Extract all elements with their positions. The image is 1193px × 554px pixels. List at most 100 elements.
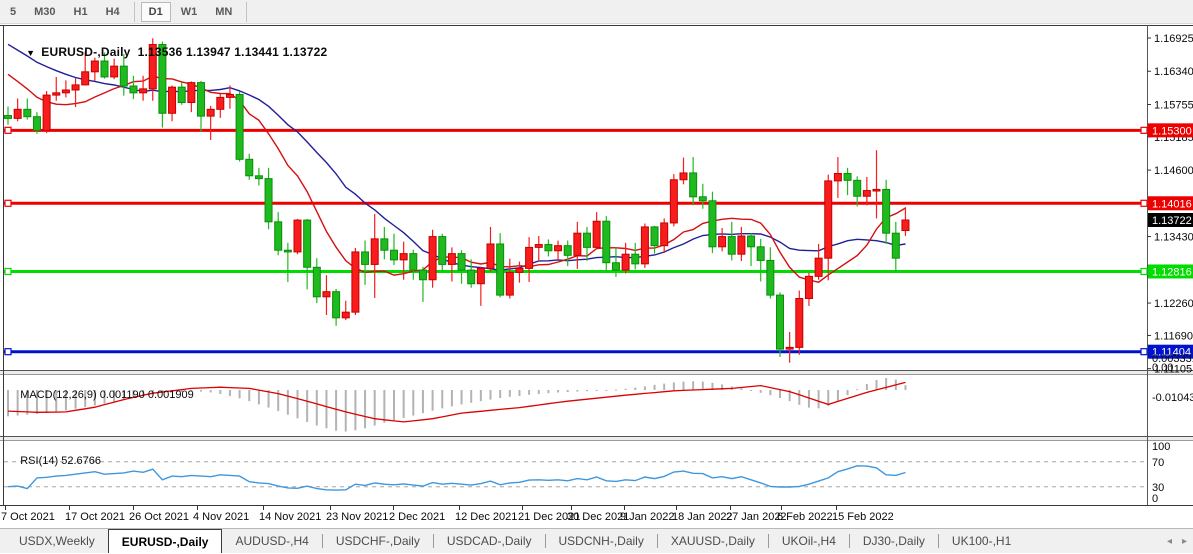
timeframe-toolbar: 5 M30 H1 H4 D1 W1 MN — [0, 0, 1193, 24]
chart-tab-dj30-daily[interactable]: DJ30-,Daily — [862, 534, 925, 548]
tab-scroll-right-icon[interactable]: ▸ — [1181, 536, 1187, 547]
chart-tab-ukoil-h4[interactable]: UKOil-,H4 — [781, 534, 836, 548]
chart-tab-xauusd-daily[interactable]: XAUUSD-,Daily — [670, 534, 755, 548]
macd-main-value: 0.001190 — [99, 389, 145, 401]
timeframe-button-D1[interactable]: D1 — [140, 1, 171, 22]
timeframe-button-5[interactable]: 5 — [10, 5, 17, 18]
svg-text:1.13722: 1.13722 — [1152, 215, 1192, 227]
hline-1.14016[interactable] — [4, 199, 1148, 207]
hline-handle[interactable] — [4, 348, 12, 356]
timeframe-button-H4[interactable]: H4 — [105, 5, 120, 18]
date-axis-label: 23 Nov 2021 — [326, 511, 388, 523]
ma-slow-line — [7, 43, 906, 271]
toolbar-separator — [246, 1, 248, 22]
tab-scroll-left-icon[interactable]: ◂ — [1166, 536, 1172, 547]
tab-separator — [937, 534, 939, 548]
ma-fast-line — [7, 73, 906, 283]
macd-pane-label: MACD(12,26,9) 0.001190 0.001909 — [8, 377, 194, 413]
rsi-line — [7, 465, 906, 491]
price-axis-label: 1.16340 — [1154, 66, 1193, 78]
tab-separator — [544, 534, 546, 548]
candles-group — [4, 38, 910, 363]
rsi-axis-label: 100 — [1152, 441, 1170, 453]
hline-handle[interactable] — [1140, 267, 1148, 276]
price-flag-1.14016: 1.14016 — [1148, 196, 1193, 211]
chart-tab-audusd-h4[interactable]: AUDUSD-,H4 — [235, 534, 309, 548]
hline-handle[interactable] — [4, 126, 12, 134]
macd-axis-label: -0.010439 — [1152, 392, 1193, 404]
hline-1.11404[interactable] — [4, 348, 1148, 356]
chart-window: 1.16925 1.16340 1.15755 1.15185 1.14600 1.134… — [0, 25, 1193, 528]
hline-handle[interactable] — [4, 267, 12, 276]
price-axis-label: 1.15755 — [1154, 99, 1193, 111]
price-axis-label: 1.11690 — [1154, 330, 1193, 342]
price-axis-label: 1.12260 — [1154, 298, 1193, 310]
toolbar-separator — [133, 1, 135, 22]
hline-1.12816[interactable] — [4, 267, 1148, 276]
date-axis-label: 30 Dec 2021 — [567, 511, 629, 523]
svg-text:1.11404: 1.11404 — [1152, 347, 1191, 359]
rsi-axis-label: 70 — [1152, 457, 1164, 469]
rsi-level-lines — [4, 461, 1147, 488]
rsi-indicator-name: RSI(14) — [20, 455, 59, 467]
chart-legend-marker-icon: ▼ — [26, 48, 36, 58]
date-axis-label: 6 Feb 2022 — [777, 511, 833, 523]
hline-handle[interactable] — [4, 199, 12, 207]
chart-tab-usdcnh-daily[interactable]: USDCNH-,Daily — [558, 534, 644, 548]
tab-separator — [767, 534, 769, 548]
current-price-flag: 1.13722 — [1148, 212, 1193, 227]
macd-histogram — [7, 378, 907, 432]
tab-separator — [432, 534, 434, 548]
date-axis-label: 4 Nov 2021 — [193, 511, 249, 523]
rsi-pane-label: RSI(14) 52.6766 — [8, 443, 101, 479]
date-axis-label: 9 Jan 2022 — [620, 511, 674, 523]
chart-tab-usdchf-daily[interactable]: USDCHF-,Daily — [335, 534, 420, 548]
tab-scroll-controls: ◂ ▸ — [1167, 529, 1187, 554]
chart-tab-usdx-weekly[interactable]: USDX,Weekly — [19, 534, 95, 548]
timeframe-button-M30[interactable]: M30 — [34, 5, 56, 18]
tab-separator — [656, 534, 658, 548]
date-axis-label: 2 Dec 2021 — [389, 511, 445, 523]
date-axis-label: 27 Jan 2022 — [726, 511, 787, 523]
date-axis-label: 14 Nov 2021 — [259, 511, 321, 523]
price-flag-1.12816: 1.12816 — [1148, 264, 1193, 279]
chart-legend: ▼ EURUSD-,Daily 1.13536 1.13947 1.13441 1… — [12, 31, 327, 73]
svg-text:1.14016: 1.14016 — [1152, 198, 1192, 210]
svg-text:1.12816: 1.12816 — [1152, 266, 1192, 278]
chart-tab-uk100-h1[interactable]: UK100-,H1 — [951, 534, 1012, 548]
chart-canvas: 1.169251.163401.157551.151851.146001.134… — [0, 25, 1193, 523]
macd-indicator-name: MACD(12,26,9) — [20, 389, 97, 401]
timeframe-button-MN[interactable]: MN — [215, 5, 233, 18]
date-axis-label: 18 Jan 2022 — [672, 511, 733, 523]
macd-axis-label: 0.003331 — [1152, 353, 1193, 365]
chart-tab-bar: USDX,Weekly EURUSD-,Daily AUDUSD-,H4 USDCHF… — [0, 528, 1193, 553]
macd-signal-line — [7, 381, 906, 423]
timeframe-button-H1[interactable]: H1 — [73, 5, 88, 18]
hline-handle[interactable] — [1140, 199, 1148, 207]
chart-tab-eurusd-daily[interactable]: EURUSD-,Daily — [107, 529, 223, 553]
date-axis-label: 21 Dec 2021 — [518, 511, 580, 523]
hline-handle[interactable] — [1140, 348, 1148, 356]
date-axis: 7 Oct 2021 17 Oct 2021 26 Oct 2021 4 Nov 20… — [1, 505, 894, 523]
price-flag-1.11404: 1.11404 — [1148, 344, 1193, 359]
price-flag-1.15300: 1.15300 — [1148, 123, 1193, 138]
price-axis-label: 1.13430 — [1154, 232, 1193, 244]
tab-separator — [321, 534, 323, 548]
price-axis-label: 1.11105 — [1154, 364, 1192, 376]
date-axis-label: 7 Oct 2021 — [1, 511, 55, 523]
macd-axis-label: 0.00 — [1152, 362, 1173, 374]
chart-tab-usdcad-daily[interactable]: USDCAD-,Daily — [446, 534, 532, 548]
date-axis-label: 15 Feb 2022 — [832, 511, 894, 523]
timeframe-button-W1[interactable]: W1 — [180, 5, 198, 18]
date-axis-label: 17 Oct 2021 — [65, 511, 125, 523]
ohlc-open: 1.13536 — [137, 45, 183, 59]
hline-1.15300[interactable] — [4, 126, 1148, 134]
ohlc-close: 1.13722 — [282, 45, 328, 59]
date-axis-label: 26 Oct 2021 — [129, 511, 189, 523]
price-axis-label: 1.16925 — [1154, 33, 1193, 45]
hline-handle[interactable] — [1140, 126, 1148, 134]
rsi-axis-label: 0 — [1152, 493, 1158, 505]
macd-signal-value: 0.001909 — [147, 389, 194, 401]
rsi-axis-label: 30 — [1152, 482, 1164, 494]
tab-separator — [848, 534, 850, 548]
